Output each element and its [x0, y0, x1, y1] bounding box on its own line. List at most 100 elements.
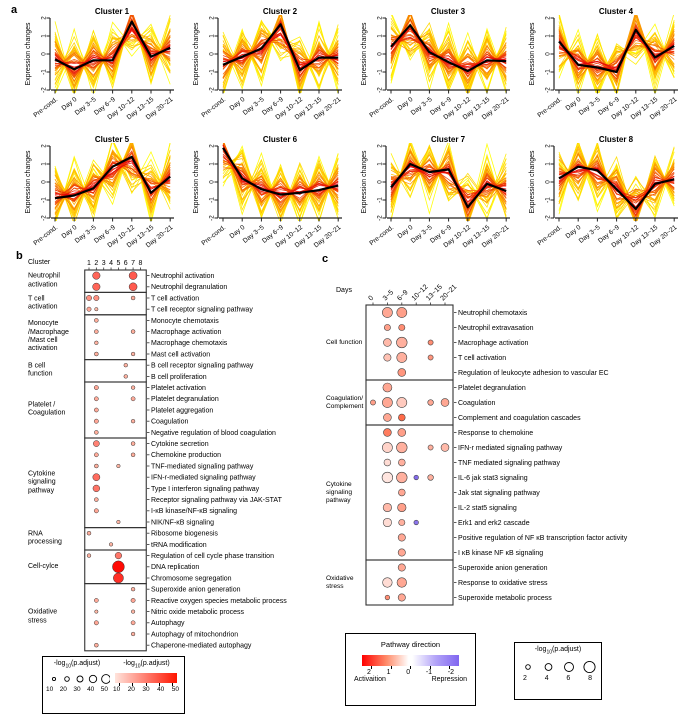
- y-tick-label: 0: [545, 52, 552, 56]
- pathway-cluster-matrix: 1 2 3 4 5 6 7 8 Neutrophil activation Neutrophil …: [84, 260, 287, 652]
- y-tick-label: 1: [209, 161, 216, 165]
- x-tick-label: Pre-cond.: [32, 96, 59, 119]
- y-tick-label: 0: [41, 179, 48, 183]
- legend-tick: [132, 683, 134, 687]
- y-tick-label: 2: [41, 143, 48, 147]
- enrichment-dot: [130, 329, 136, 334]
- enrichment-dot: [382, 442, 393, 453]
- pathway-label: Receptor signaling pathway via JAK-STAT: [151, 497, 283, 504]
- pathway-label: IFN-r mediated signaling pathway: [458, 445, 563, 452]
- pathway-label: Cytokine secretion: [151, 441, 209, 448]
- expression-trace: [54, 15, 171, 87]
- pathway-label: Neutrophil degranulation: [151, 284, 227, 291]
- cluster-number-label: 4: [109, 260, 113, 267]
- expression-trace: [390, 32, 507, 79]
- y-tick-label: 2: [545, 143, 552, 147]
- enrichment-dot: [130, 597, 136, 603]
- expression-trace: [54, 149, 171, 214]
- enrichment-dot: [93, 508, 99, 514]
- direction-legend-ticks: [371, 666, 450, 669]
- expression-trace: [54, 15, 171, 90]
- enrichment-dot: [384, 594, 391, 601]
- cluster-mean-line: [558, 165, 675, 210]
- panel-c-label: c: [322, 253, 329, 265]
- enrichment-dot: [92, 473, 101, 482]
- pathway-group-label: Cytokine signaling pathway: [28, 470, 56, 494]
- pathway-label: tRNA modification: [151, 542, 207, 549]
- expression-trace: [54, 29, 171, 66]
- pathway-label: B cell receptor signaling pathway: [151, 363, 254, 370]
- enrichment-dot: [131, 609, 136, 614]
- group-box: [365, 379, 454, 426]
- y-tick-label: -1: [545, 69, 552, 75]
- pathway-group-label: Cell function: [326, 338, 363, 346]
- direction-legend-gradient: [362, 655, 459, 666]
- enrichment-dot: [123, 374, 128, 379]
- enrichment-dot: [397, 368, 407, 377]
- expression-trace: [54, 142, 171, 217]
- expression-trace: [222, 158, 339, 212]
- enrichment-dot: [396, 441, 408, 454]
- expression-trace: [558, 167, 675, 201]
- enrichment-dot: [397, 593, 406, 602]
- pathway-label: Coagulation: [151, 419, 188, 426]
- color-legend-b-values: 10 20 30 40 50: [113, 686, 179, 693]
- y-tick-label: -2: [377, 87, 384, 93]
- enrichment-dot: [112, 560, 125, 573]
- y-tick-label: 0: [377, 52, 384, 56]
- enrichment-dot: [413, 474, 419, 481]
- y-tick-label: 0: [377, 179, 384, 183]
- expression-trace: [558, 163, 675, 208]
- pathway-label: Superoxide anion generation: [458, 565, 548, 572]
- cluster-title: Cluster 2: [263, 7, 298, 16]
- legend-tick: [172, 683, 173, 687]
- y-axis-label: Expression changes: [529, 149, 536, 213]
- enrichment-dot: [397, 428, 407, 437]
- expression-trace: [390, 15, 507, 91]
- enrichment-dot: [130, 351, 136, 357]
- expression-trace: [54, 151, 171, 202]
- y-tick-label: -1: [209, 69, 216, 75]
- pathway-label: IFN-r-mediated signaling pathway: [151, 475, 256, 482]
- expression-trace: [222, 28, 339, 87]
- y-tick-label: 1: [377, 34, 384, 38]
- pathway-label: Autophagy of mitochondrion: [151, 631, 238, 638]
- activation-label: Activaition: [354, 676, 386, 683]
- legend-tick: [158, 683, 160, 687]
- expression-trace: [558, 36, 675, 83]
- pathway-group-label: RNA processing: [28, 530, 62, 546]
- cluster-title: Cluster 6: [263, 135, 298, 144]
- legend-size-value: 6: [566, 675, 571, 683]
- y-tick-label: 1: [41, 161, 48, 165]
- legend-size-circle: [101, 674, 110, 685]
- enrichment-dot: [396, 352, 408, 363]
- y-tick-label: -2: [41, 87, 48, 93]
- enrichment-dot: [93, 385, 99, 391]
- expression-trace: [222, 21, 339, 69]
- pathway-label: Type I interferon signaling pathway: [151, 486, 260, 493]
- repression-label: Repression: [431, 676, 467, 683]
- pathway-label: Platelet activation: [151, 385, 206, 392]
- pathway-label: T cell activation: [151, 295, 199, 302]
- y-tick-label: 1: [545, 161, 552, 165]
- enrichment-dot: [94, 609, 99, 614]
- pathway-label: Neutrophil activation: [151, 273, 215, 280]
- y-axis-label: Expression changes: [25, 149, 32, 213]
- cluster-mean-line: [54, 20, 171, 71]
- enrichment-dot: [382, 502, 392, 513]
- enrichment-dot: [382, 382, 393, 393]
- direction-legend-endpoints: Activaition Repression: [354, 676, 467, 683]
- enrichment-dot: [116, 519, 121, 525]
- legend-size-circle: [564, 662, 574, 673]
- expression-trace: [54, 148, 171, 219]
- pathway-label: Response to oxidative stress: [458, 580, 548, 587]
- expression-trace: [223, 142, 339, 213]
- y-tick-label: 0: [209, 179, 216, 183]
- direction-legend-values: 2 1 0 -1 -2: [367, 669, 454, 676]
- enrichment-dot: [86, 295, 92, 301]
- legend-color-value: 50: [171, 686, 179, 694]
